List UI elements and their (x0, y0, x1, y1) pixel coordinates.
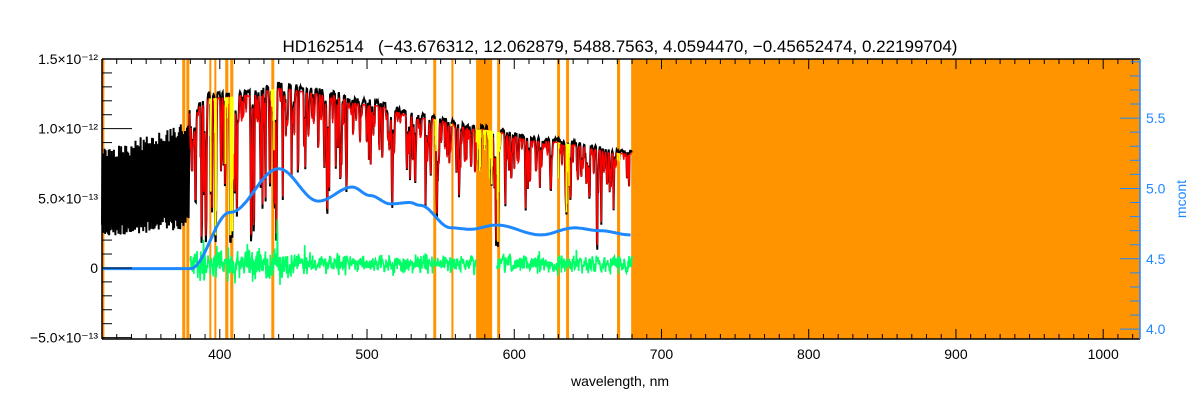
x-tick-label: 900 (944, 346, 968, 362)
y-tick-label: 1.0×10⁻¹² (38, 121, 98, 137)
x-tick-label: 500 (355, 346, 379, 362)
masked-band (631, 59, 1140, 339)
series-group (101, 81, 633, 286)
masked-band (209, 59, 212, 339)
right-y-tick-label: 5.5 (1146, 110, 1166, 126)
x-tick-label: 600 (503, 346, 527, 362)
y-tick-label: 5.0×10⁻¹³ (38, 190, 98, 206)
right-y-tick-label: 5.0 (1146, 180, 1166, 196)
masked-band (433, 59, 437, 339)
x-tick-label: 1000 (1088, 346, 1119, 362)
right-y-tick-label: 4.5 (1146, 251, 1166, 267)
y-tick-label: 1.5×10⁻¹² (38, 51, 98, 67)
masked-band (557, 59, 561, 339)
model-flux-series (188, 87, 632, 246)
x-tick-label: 800 (797, 346, 821, 362)
x-tick-label: 400 (208, 346, 232, 362)
masked-model-series (208, 89, 621, 242)
right-y-tick-label: 4.0 (1146, 321, 1166, 337)
masked-band (271, 59, 275, 339)
y-tick-label: −5.0×10⁻¹³ (30, 330, 98, 346)
chart-title: HD162514 (−43.676312, 12.062879, 5488.75… (283, 37, 958, 56)
masked-band (617, 59, 621, 339)
x-axis-label: wavelength, nm (570, 373, 669, 389)
axes: 400 500 600 700 800 900 1000 1.5×10⁻¹² 1.0×10⁻¹²… (30, 51, 1166, 362)
y-tick-label: 0 (90, 260, 98, 276)
masked-band (451, 59, 454, 339)
masked-band (225, 59, 229, 339)
mcont-series (102, 167, 631, 271)
right-axis-label: mcont (1173, 180, 1189, 218)
residual-series (189, 219, 633, 286)
masked-band (476, 59, 493, 339)
x-tick-label: 700 (650, 346, 674, 362)
